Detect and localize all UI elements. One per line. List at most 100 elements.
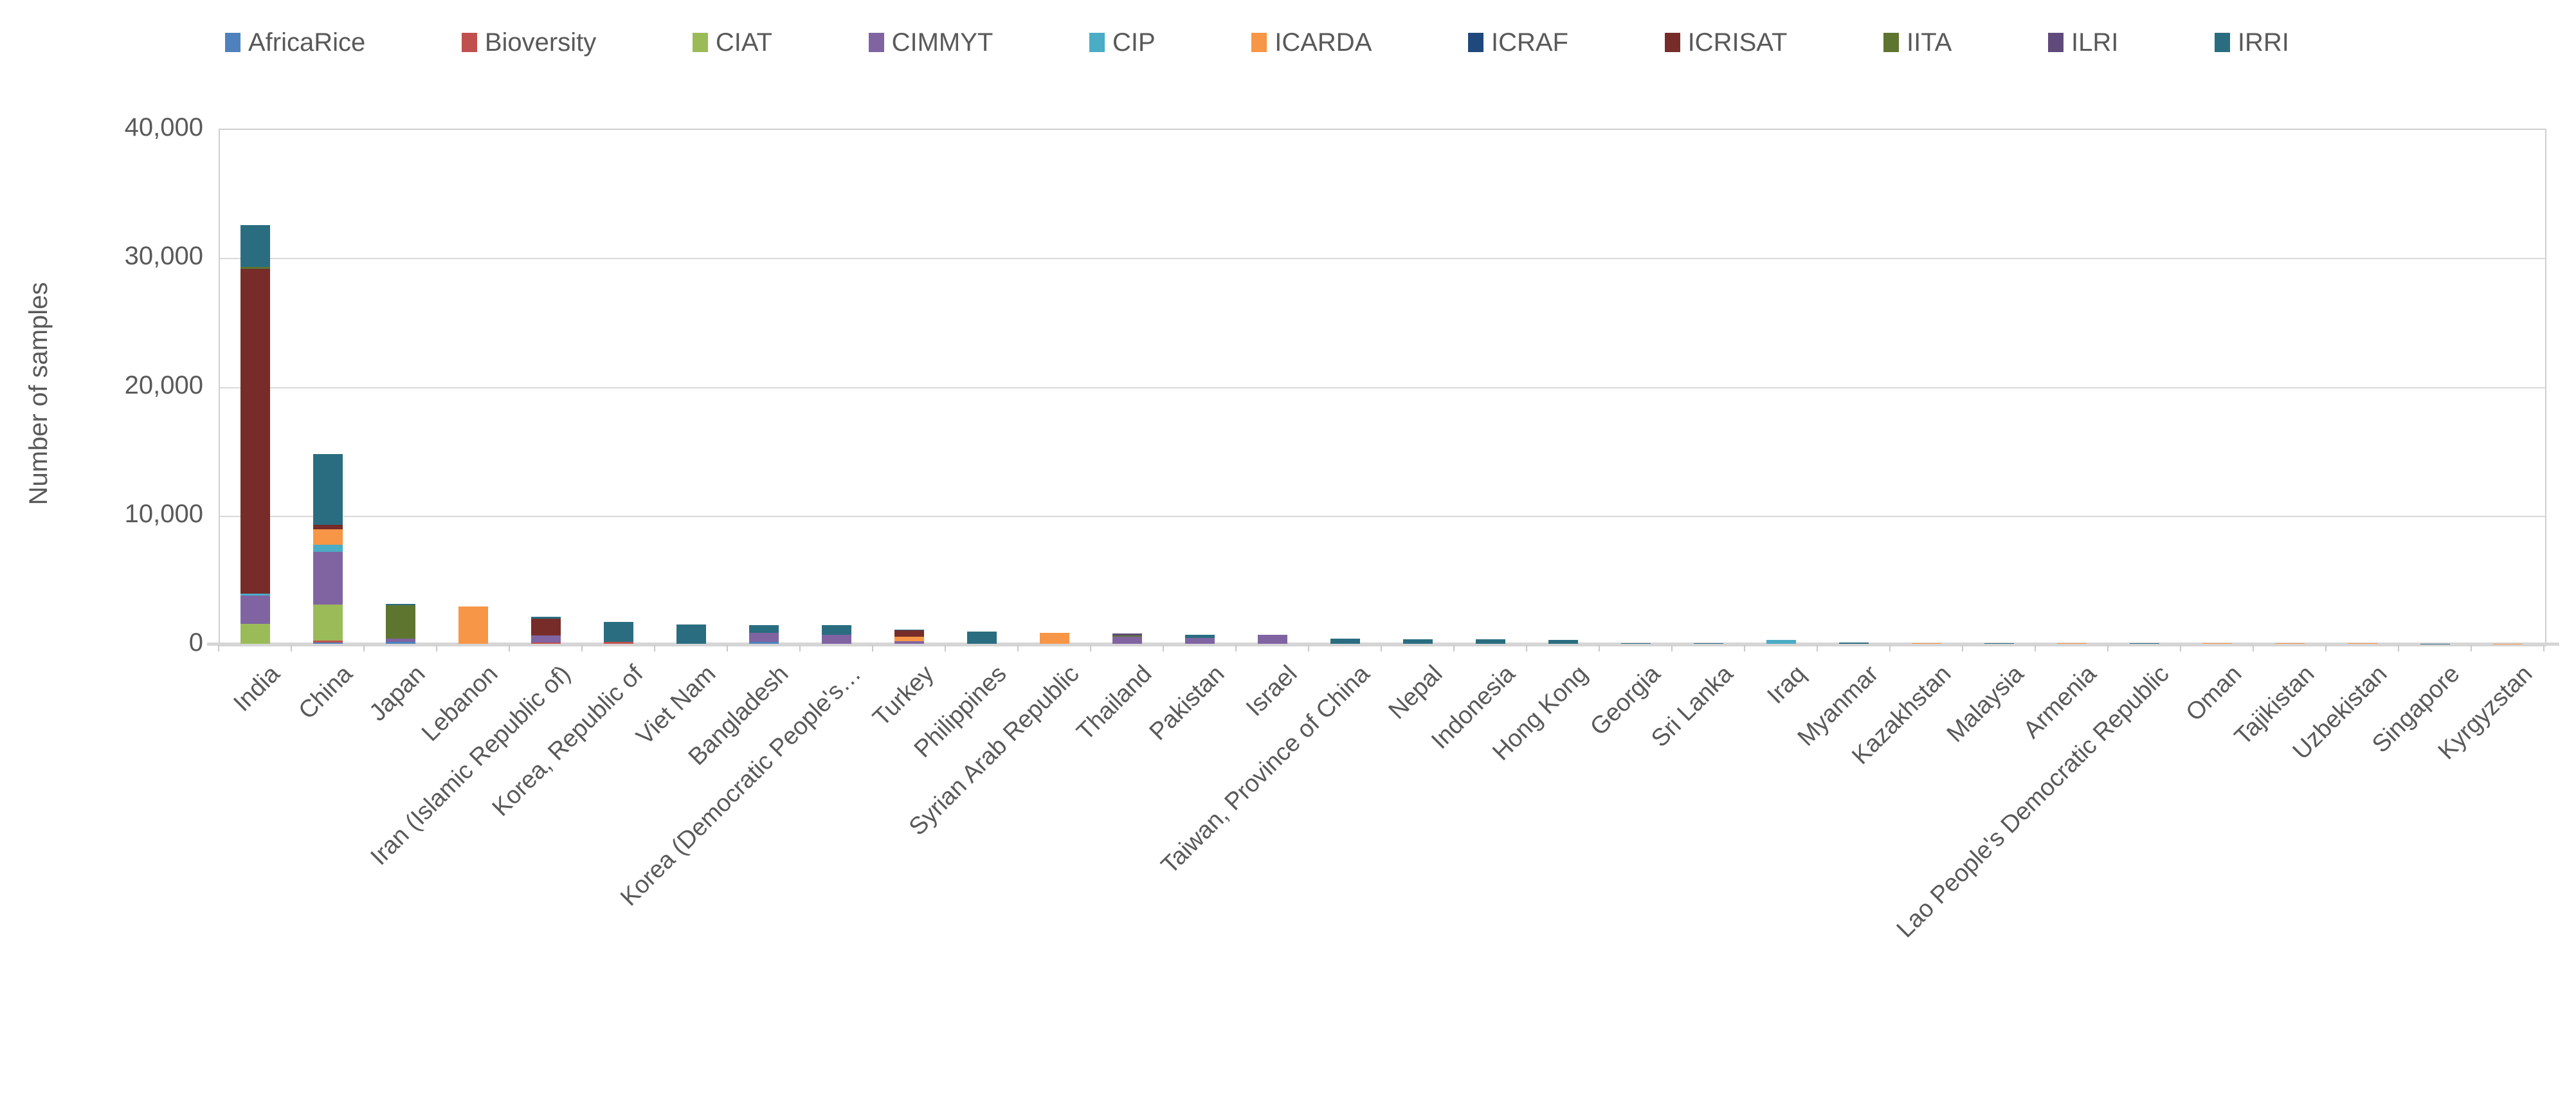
x-axis-tick-mark	[1744, 645, 1745, 652]
x-axis-tick-mark	[1381, 645, 1382, 652]
x-axis-tick-mark	[581, 645, 583, 652]
bar-segment-AfricaRice-China	[313, 642, 343, 644]
bar-segment-CIMMYT-Israel	[1257, 634, 1287, 644]
bar-segment-CIP-Iraq	[1766, 640, 1796, 644]
bar-segment-IRRI-Korea, Republic of	[603, 622, 633, 642]
y-axis-tick-label: 0	[188, 628, 203, 657]
horizontal-gridline	[220, 515, 2545, 517]
legend-swatch-icon	[2047, 33, 2064, 52]
y-axis-tick-label: 20,000	[124, 370, 203, 399]
legend-swatch-icon	[1664, 33, 1680, 52]
bar-segment-CIP-India	[240, 593, 270, 596]
bar-segment-ICRISAT-China	[313, 524, 343, 530]
x-axis-tick-mark	[1671, 645, 1673, 652]
legend-item-label: ICARDA	[1274, 28, 1372, 57]
legend-swatch-icon	[2214, 33, 2230, 52]
bar-segment-ICARDA-Kazakhstan	[1911, 643, 1941, 644]
bar-segment-IITA-India	[240, 266, 270, 269]
bar-segment-CIMMYT-Korea (Democratic People's…	[821, 634, 851, 644]
legend-item-label: CIP	[1112, 28, 1156, 57]
bar-segment-IRRI-Bangladesh	[748, 624, 779, 633]
x-axis-tick-mark	[1308, 645, 1309, 652]
bar-segment-ICARDA-Syrian Arab Republic	[1039, 632, 1069, 644]
bar-segment-IRRI-Iran (Islamic Republic of)	[531, 616, 561, 619]
x-axis-tick-mark	[436, 645, 437, 652]
bar-segment-IRRI-Pakistan	[1184, 635, 1215, 639]
chart-legend: AfricaRice Bioversity CIAT CIMMYT CIP ICARDA I…	[225, 26, 2289, 59]
x-axis-tick-mark	[291, 645, 292, 652]
legend-swatch-icon	[225, 33, 240, 52]
bar-segment-IITA-Japan	[385, 605, 415, 639]
x-axis-tick-mark	[2180, 645, 2181, 652]
legend-swatch-icon	[461, 33, 477, 52]
bar-segment-CIP-China	[313, 544, 343, 552]
bar-segment-CIMMYT-China	[313, 552, 343, 605]
legend-item-ICRISAT: ICRISAT	[1664, 28, 1788, 57]
bar-segment-IRRI-Myanmar	[1838, 643, 1869, 644]
bar-segment-IRRI-Taiwan, Province of China	[1330, 639, 1360, 644]
x-axis-tick-mark	[1235, 645, 1237, 652]
bar-segment-IRRI-Lao People's Democratic Republic	[2129, 643, 2159, 644]
bar-segment-Bioversity-Iran (Islamic Republic of)	[531, 643, 561, 644]
x-axis-tick-mark	[1090, 645, 1091, 652]
bar-segment-CIMMYT-Turkey	[894, 641, 924, 644]
x-axis-tick-mark	[2471, 645, 2472, 652]
legend-item-ICRAF: ICRAF	[1467, 28, 1568, 57]
x-axis-tick-mark	[2543, 645, 2544, 652]
bar-segment-IRRI-China	[313, 454, 343, 525]
x-axis-tick-mark	[2253, 645, 2254, 652]
x-axis-tick-mark	[654, 645, 655, 652]
x-axis-tick-mark	[1817, 645, 1818, 652]
legend-swatch-icon	[1251, 33, 1267, 52]
bar-segment-AfricaRice-Bangladesh	[748, 641, 779, 644]
bar-segment-CIMMYT-Thailand	[1112, 637, 1142, 644]
legend-item-label: CIMMYT	[891, 28, 993, 57]
legend-swatch-icon	[1089, 33, 1105, 52]
x-axis-tick-mark	[2398, 645, 2399, 652]
x-axis-tick-mark	[2325, 645, 2327, 652]
legend-item-label: ICRISAT	[1687, 28, 1788, 57]
x-axis-tick-mark	[509, 645, 510, 652]
bar-segment-CIAT-India	[240, 623, 270, 644]
bar-segment-AfricaRice-Japan	[385, 641, 415, 644]
bar-segment-IRRI-Hong Kong	[1548, 639, 1578, 644]
bar-segment-IRRI-India	[240, 225, 270, 267]
bar-segment-IRRI-Georgia	[1620, 643, 1651, 644]
x-axis-tick-mark	[218, 645, 219, 652]
legend-item-IRRI: IRRI	[2214, 28, 2289, 57]
legend-item-label: ILRI	[2071, 28, 2119, 57]
x-axis-tick-mark	[727, 645, 728, 652]
legend-item-IITA: IITA	[1883, 28, 1952, 57]
legend-item-Bioversity: Bioversity	[461, 28, 596, 57]
legend-item-label: AfricaRice	[248, 28, 366, 57]
legend-item-ICARDA: ICARDA	[1251, 28, 1372, 57]
legend-item-label: IRRI	[2237, 28, 2289, 57]
x-axis-tick-mark	[363, 645, 365, 652]
bar-segment-Bioversity-China	[313, 640, 343, 643]
y-axis-tick-label: 10,000	[124, 499, 203, 528]
x-axis-tick-mark	[1453, 645, 1455, 652]
bar-segment-IITA-Thailand	[1112, 635, 1142, 637]
plot-area	[219, 129, 2546, 646]
legend-swatch-icon	[1883, 33, 1899, 52]
x-axis-line	[207, 643, 2559, 646]
legend-item-CIP: CIP	[1089, 28, 1156, 57]
legend-swatch-icon	[1467, 33, 1483, 52]
x-axis-tick-mark	[799, 645, 801, 652]
x-axis-tick-mark	[945, 645, 946, 652]
legend-item-ILRI: ILRI	[2047, 28, 2119, 57]
x-axis-tick-mark	[2035, 645, 2036, 652]
bar-segment-ICARDA-Turkey	[894, 636, 924, 641]
x-axis-tick-mark	[1163, 645, 1164, 652]
bar-segment-IRRI-Sri Lanka	[1693, 643, 1723, 644]
bar-segment-ICRISAT-Turkey	[894, 630, 924, 637]
legend-item-AfricaRice: AfricaRice	[225, 28, 365, 57]
bar-segment-ICARDA-Tajikistan	[2274, 643, 2305, 644]
bar-segment-CIMMYT-Pakistan	[1184, 638, 1215, 644]
bar-segment-ICARDA-Lebanon	[458, 606, 488, 644]
x-axis-tick-mark	[1962, 645, 1963, 652]
bar-segment-IRRI-Philippines	[966, 632, 997, 644]
bar-segment-ICARDA-Uzbekistan	[2347, 643, 2377, 644]
x-axis-tick-mark	[2107, 645, 2109, 652]
legend-swatch-icon	[692, 33, 708, 52]
